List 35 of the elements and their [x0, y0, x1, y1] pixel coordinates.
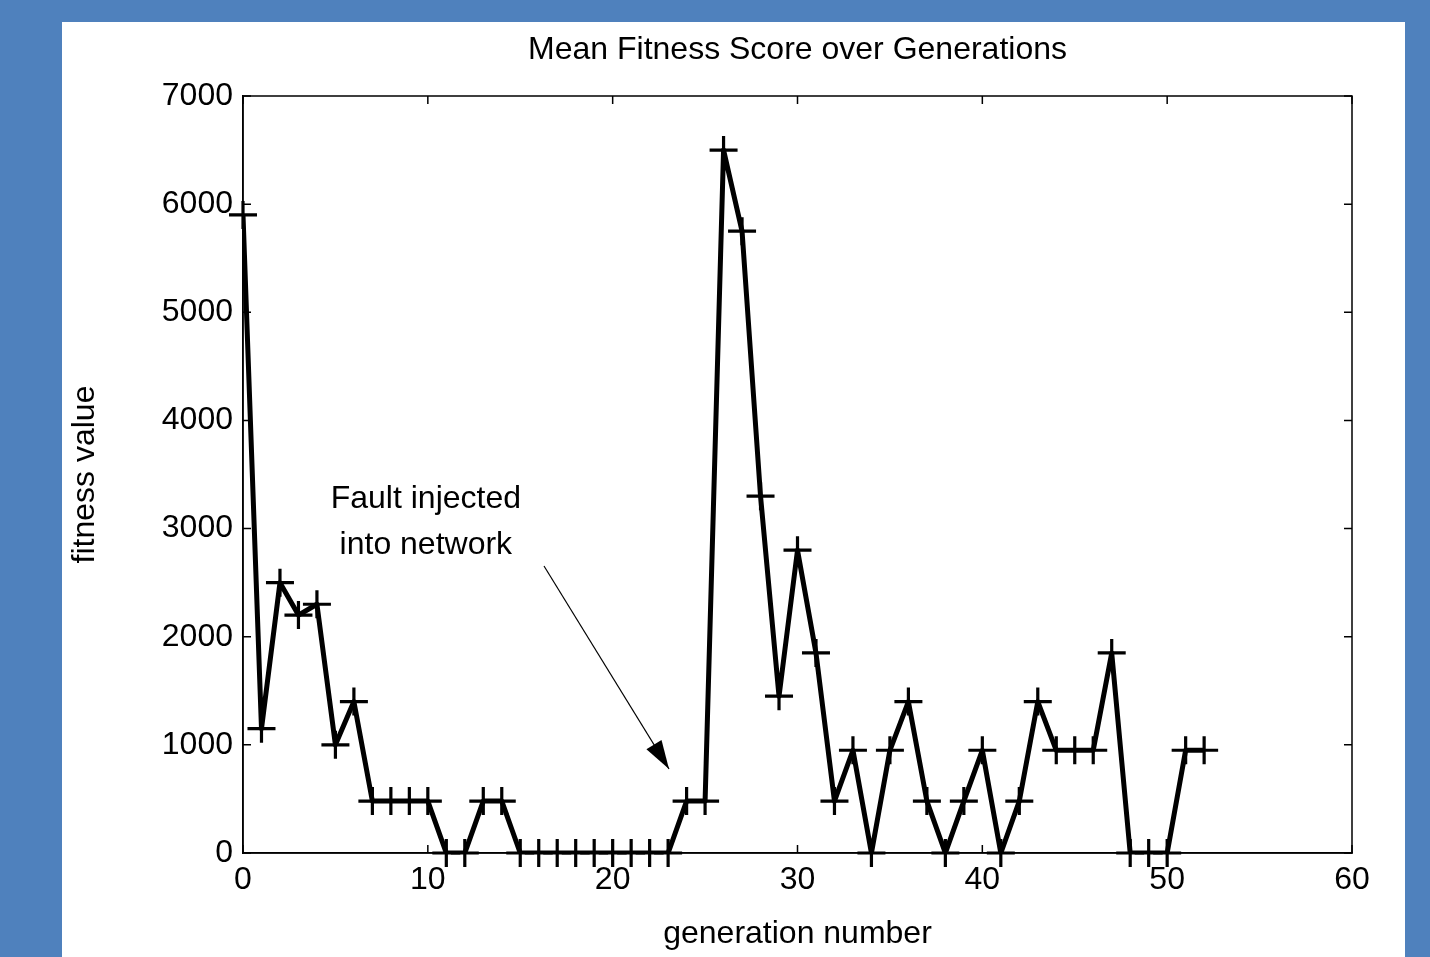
x-tick-label: 30: [779, 860, 816, 897]
point: [1005, 787, 1034, 816]
point: [949, 787, 978, 816]
y-tick-label: 5000: [161, 292, 233, 329]
y-tick-label: 2000: [161, 616, 233, 653]
x-tick-label: 60: [1334, 860, 1370, 897]
y-tick-label: 4000: [161, 400, 233, 437]
x-tick-label: 50: [1149, 860, 1185, 897]
x-tick-label: 20: [594, 860, 631, 897]
point: [1023, 687, 1052, 716]
point: [746, 482, 775, 511]
chart-title: Mean Fitness Score over Generations: [528, 29, 1067, 66]
point: [968, 736, 997, 765]
y-axis-title: fitness value: [65, 385, 102, 564]
y-tick-label: 3000: [161, 508, 233, 545]
y-tick-label: 1000: [161, 724, 233, 761]
point: [265, 568, 294, 597]
point: [894, 687, 923, 716]
y-tick-label: 6000: [161, 183, 233, 220]
y-tick-label: 7000: [161, 75, 233, 112]
x-axis-title: generation number: [663, 913, 933, 950]
point: [801, 638, 830, 667]
x-tick-label: 10: [410, 860, 446, 897]
point: [284, 601, 313, 630]
point: [302, 590, 331, 619]
point: [838, 736, 867, 765]
point: [820, 787, 849, 816]
point: [875, 736, 904, 765]
x-tick-label: 40: [964, 860, 1001, 897]
y-tick-label: 0: [215, 832, 233, 869]
point: [912, 787, 941, 816]
point: [321, 730, 350, 759]
point: [728, 217, 757, 246]
annotation: Fault injected into network: [330, 478, 522, 561]
point: [339, 687, 368, 716]
